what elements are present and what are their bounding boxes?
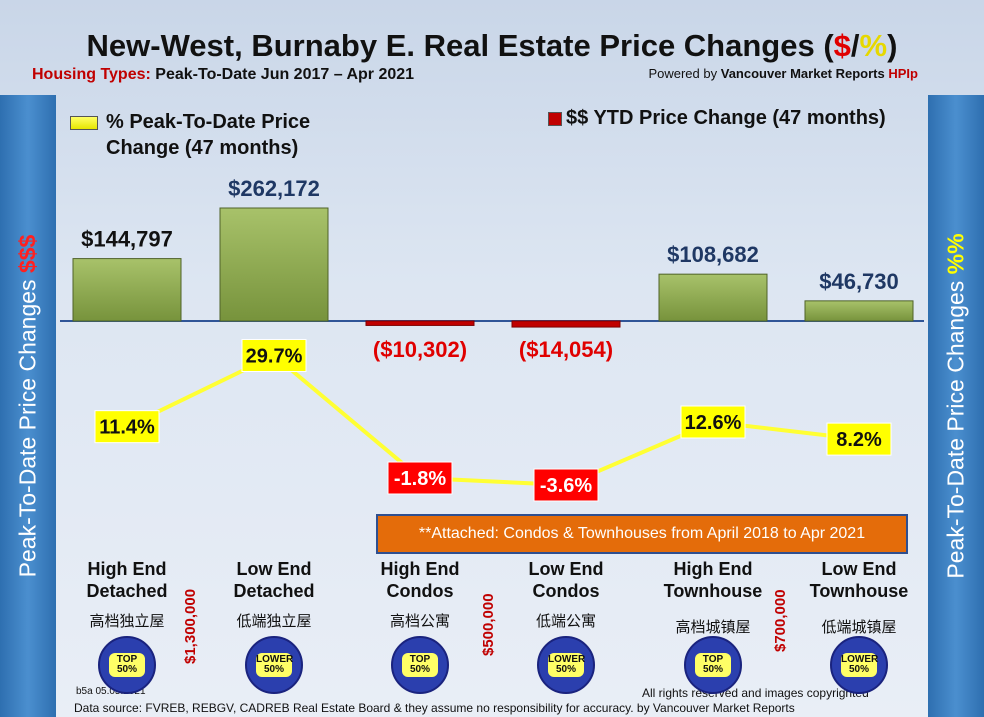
chart-title: New-West, Burnaby E. Real Estate Price C… [86,28,898,63]
bar-value-label: $108,682 [667,242,759,267]
pct-value-label: -1.8% [394,468,446,490]
segment-badge: LOWER 50% [537,636,595,694]
category-chinese-label: 低端城镇屋 [821,619,897,636]
version-code: b5a 05.05.2021 [76,686,146,697]
subtitle-range: Peak-To-Date Jun 2017 – Apr 2021 [155,66,415,83]
left-side-panel: Peak-To-Date Price Changes $$$ [0,95,56,717]
bar-value-label: $144,797 [81,227,173,252]
segment-badge: TOP 50% [391,636,449,694]
pct-value-label: 12.6% [685,412,742,434]
bar [804,300,914,322]
category-chinese-label: 高档公寓 [389,613,450,630]
pct-value-label: 8.2% [836,429,882,451]
pct-label-box [826,422,892,456]
category-label: High End Detached [86,559,168,601]
subtitle-label: Housing Types: [32,66,151,83]
data-source: Data source: FVREB, REBGV, CADREB Real E… [74,701,795,715]
pct-label-box [680,405,746,439]
legend-swatch-pct [70,116,98,130]
pct-value-label: 11.4% [99,417,155,439]
bar [658,273,768,322]
segment-badge: LOWER 50% [830,636,888,694]
pct-value-label: -3.6% [540,475,592,497]
attached-note: **Attached: Condos & Townhouses from Apr… [376,514,908,554]
segment-badge: LOWER 50% [245,636,303,694]
segment-badge: TOP 50% [684,636,742,694]
category-chinese-label: 低端公寓 [535,613,596,630]
category-label: Low End Detached [233,559,315,601]
bar-value-label: ($14,054) [519,337,613,362]
bar-value-label: $46,730 [819,269,899,294]
bar [511,320,621,328]
pct-value-label: 29.7% [246,346,303,368]
category-label: Low End Condos [528,559,604,601]
category-chinese-label: 高档城镇屋 [675,619,751,636]
legend-pct: % Peak-To-Date Price Change (47 months) [106,111,311,159]
category-label: Low End Townhouse [809,559,909,601]
category-chinese-label: 低端独立屋 [236,613,312,630]
category-label: High End Townhouse [663,559,763,601]
segment-badge: TOP 50% [98,636,156,694]
bar [72,258,182,322]
category-label: High End Condos [380,559,460,601]
pct-line [126,353,860,488]
pct-label-box [241,339,307,372]
pct-label-box [533,468,599,502]
bar-value-label: $262,172 [228,176,320,201]
pct-label-box [387,461,453,495]
bar [219,207,329,322]
rights-text: All rights reserved and images copyright… [642,686,869,700]
pct-label-box [94,410,160,444]
category-chinese-label: 高档独立屋 [89,613,165,630]
bar [365,320,475,326]
chart-subtitle: Housing Types: Peak-To-Date Jun 2017 – A… [32,66,414,84]
bar-value-label: ($10,302) [373,337,467,362]
legend-dollar: $$ YTD Price Change (47 months) [566,107,886,129]
right-side-panel: Peak-To-Date Price Changes %% [928,95,984,717]
legend-swatch-dollar [548,112,562,126]
powered-by: Powered by Vancouver Market Reports HPIp [648,66,918,81]
